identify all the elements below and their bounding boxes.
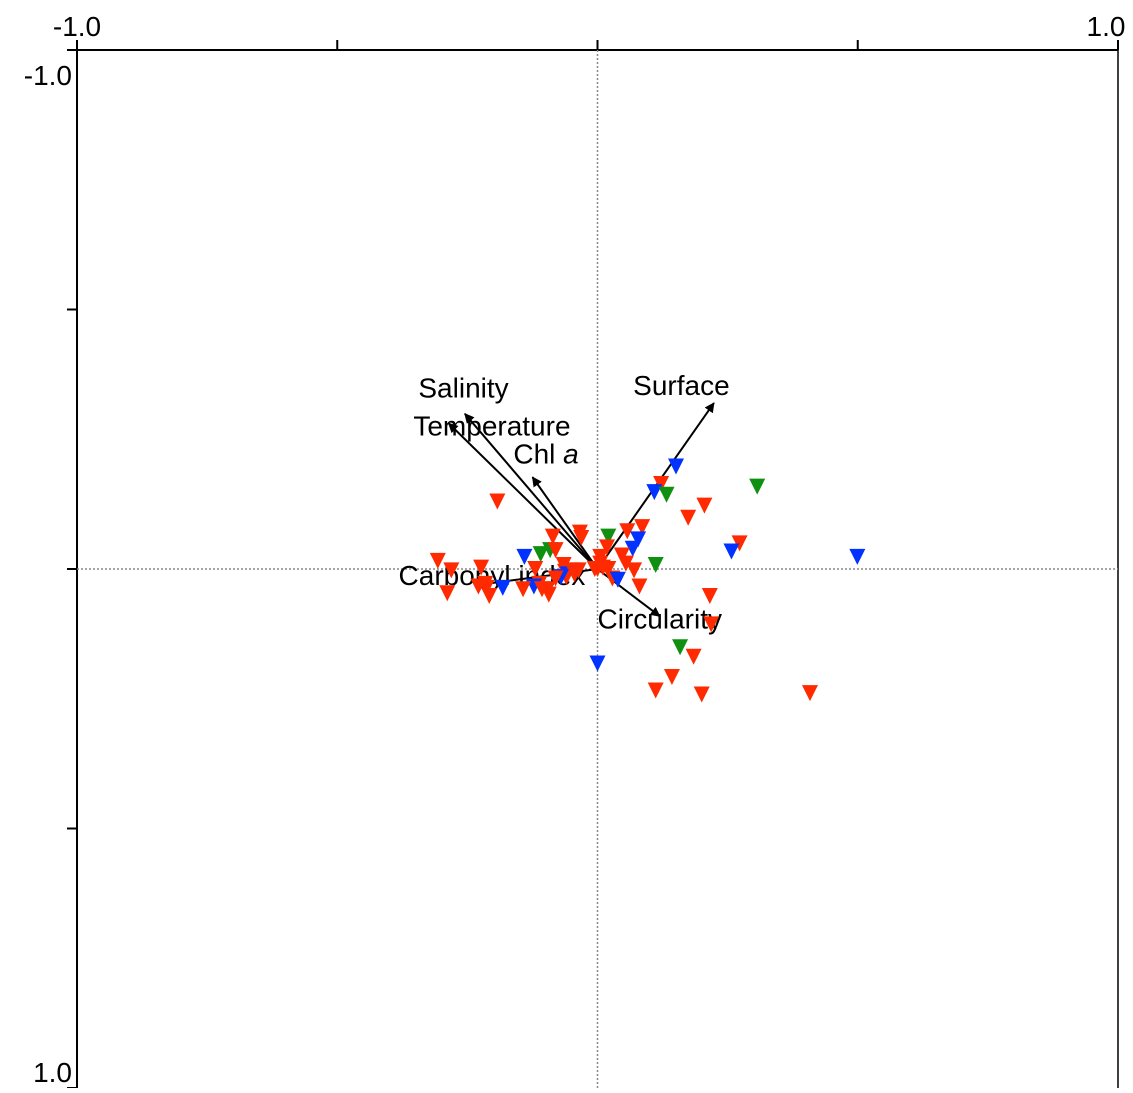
data-point xyxy=(849,548,866,565)
data-point xyxy=(696,497,713,514)
data-point xyxy=(749,478,766,495)
data-point xyxy=(473,559,490,576)
data-point xyxy=(703,616,720,633)
data-point xyxy=(589,655,606,672)
data-point xyxy=(481,587,498,604)
data-point xyxy=(516,548,533,565)
data-point xyxy=(667,458,684,475)
y-tick-label-max: 1.0 xyxy=(33,1057,72,1088)
data-point xyxy=(630,531,647,548)
data-point xyxy=(626,562,643,579)
vector-arrow-2 xyxy=(531,476,599,570)
data-point xyxy=(489,493,506,510)
data-point xyxy=(439,585,456,602)
data-point xyxy=(609,571,626,588)
data-point xyxy=(680,509,697,526)
data-point xyxy=(646,484,663,501)
x-tick-label-max: 1.0 xyxy=(1087,11,1126,42)
data-point xyxy=(693,686,710,703)
data-point xyxy=(801,685,818,702)
data-point xyxy=(658,486,675,503)
data-point xyxy=(653,475,670,492)
vector-arrow-0 xyxy=(447,422,599,570)
data-point xyxy=(634,519,651,536)
data-point xyxy=(617,555,634,572)
data-points xyxy=(429,458,866,703)
data-point xyxy=(544,528,561,545)
vector-label-3: Surface xyxy=(633,370,730,401)
data-point xyxy=(624,540,641,557)
data-point xyxy=(540,586,557,603)
data-point xyxy=(527,561,544,577)
data-point xyxy=(547,542,564,559)
data-point xyxy=(494,579,511,596)
data-point xyxy=(478,579,495,596)
vector-label-5: Circularity xyxy=(598,603,722,634)
x-tick-label-min: -1.0 xyxy=(53,11,101,42)
data-point xyxy=(515,581,532,598)
vector-label-0: Temperature xyxy=(413,410,570,441)
data-point xyxy=(573,529,590,546)
data-point xyxy=(613,547,630,564)
vector-label-1: Salinity xyxy=(418,373,508,404)
data-point xyxy=(598,539,615,556)
data-point xyxy=(443,562,460,579)
data-point xyxy=(600,561,617,577)
data-point xyxy=(663,668,680,685)
data-point xyxy=(647,556,664,573)
data-point xyxy=(631,578,648,595)
vector-arrow-1 xyxy=(464,413,599,570)
data-point xyxy=(532,546,549,563)
data-point xyxy=(600,528,617,545)
y-tick-label-min: -1.0 xyxy=(24,60,72,91)
data-point xyxy=(589,561,606,577)
data-point xyxy=(619,523,636,540)
data-point xyxy=(731,535,748,552)
data-point xyxy=(547,570,564,587)
data-point xyxy=(672,639,689,656)
axis-tick-labels: -1.0 1.0 -1.0 1.0 xyxy=(24,11,1126,1088)
data-point xyxy=(701,587,718,604)
data-point xyxy=(647,682,664,699)
data-point xyxy=(429,552,446,569)
data-point xyxy=(723,543,740,560)
data-point xyxy=(685,648,702,665)
vector-label-2: Chl a xyxy=(513,439,578,470)
